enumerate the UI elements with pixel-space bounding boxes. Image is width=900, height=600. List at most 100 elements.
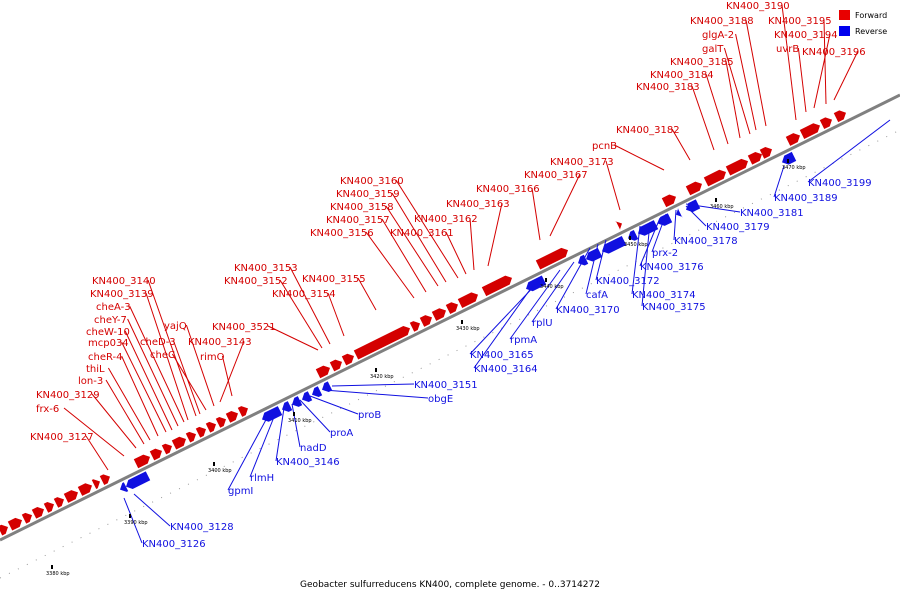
forward-leader bbox=[327, 292, 345, 337]
forward-leader bbox=[129, 305, 185, 423]
caption: Geobacter sulfurreducens KN400, complete… bbox=[300, 580, 600, 590]
forward-gene bbox=[615, 220, 623, 231]
kbp-tick-label: 3460 kbp bbox=[710, 204, 734, 210]
reverse-gene bbox=[578, 254, 589, 266]
forward-leader bbox=[781, 4, 797, 121]
forward-leader bbox=[105, 379, 145, 445]
forward-leader bbox=[219, 340, 245, 403]
forward-gene-label: KN400_3139 bbox=[90, 289, 154, 300]
forward-gene bbox=[161, 443, 173, 455]
forward-gene bbox=[215, 416, 227, 428]
reverse-gene-label: cafA bbox=[586, 290, 608, 301]
forward-gene-label: KN400_3160 bbox=[340, 176, 404, 187]
reverse-gene-label: KN400_3164 bbox=[474, 364, 538, 375]
legend-forward-swatch bbox=[839, 10, 850, 20]
reverse-leader bbox=[685, 203, 741, 213]
forward-leader bbox=[823, 19, 827, 105]
reverse-gene bbox=[586, 247, 603, 262]
reverse-leader bbox=[331, 383, 415, 387]
forward-leader bbox=[723, 47, 751, 135]
reverse-gene-label: KN400_3189 bbox=[774, 193, 838, 204]
genome-axis bbox=[0, 93, 900, 542]
reverse-leader bbox=[309, 395, 359, 415]
forward-gene bbox=[419, 315, 433, 327]
forward-leader bbox=[691, 85, 715, 151]
forward-gene bbox=[205, 421, 217, 433]
reverse-gene-label: KN400_3151 bbox=[414, 380, 478, 391]
forward-gene bbox=[785, 133, 801, 146]
reverse-gene bbox=[602, 235, 627, 254]
gene-features bbox=[0, 110, 847, 536]
reverse-gene bbox=[676, 208, 683, 218]
forward-leader bbox=[549, 173, 581, 237]
forward-leader bbox=[725, 60, 741, 139]
reverse-leader bbox=[323, 389, 429, 399]
forward-gene-label: frx-6 bbox=[36, 404, 59, 415]
forward-gene bbox=[409, 321, 421, 332]
forward-gene bbox=[53, 497, 65, 508]
reverse-gene-label: proB bbox=[358, 410, 381, 421]
forward-gene-label: KN400_3196 bbox=[802, 47, 866, 58]
forward-leader bbox=[63, 407, 125, 457]
forward-leader bbox=[107, 367, 151, 441]
reverse-gene-label: KN400_3146 bbox=[276, 457, 340, 468]
reverse-gene-label: KN400_3199 bbox=[808, 178, 872, 189]
forward-gene-label: KN400_3162 bbox=[414, 214, 478, 225]
forward-leader bbox=[813, 33, 831, 109]
forward-leader bbox=[381, 218, 427, 293]
forward-gene-label: KN400_3157 bbox=[326, 215, 390, 226]
forward-gene bbox=[0, 524, 9, 536]
forward-leader bbox=[279, 279, 323, 349]
forward-gene-label: lon-3 bbox=[78, 376, 103, 387]
scale-line bbox=[0, 129, 900, 579]
forward-gene bbox=[225, 411, 239, 423]
forward-gene-label: KN400_3152 bbox=[224, 276, 288, 287]
forward-gene bbox=[315, 365, 331, 379]
forward-gene-label: KN400_3159 bbox=[336, 189, 400, 200]
forward-leader bbox=[614, 144, 665, 171]
forward-gene bbox=[31, 506, 45, 519]
forward-leader bbox=[185, 324, 215, 407]
forward-gene-label: pcnB bbox=[592, 141, 617, 152]
reverse-gene-label: rpmA bbox=[510, 335, 537, 346]
forward-gene-label: cheR-4 bbox=[88, 352, 123, 363]
reverse-gene bbox=[120, 482, 129, 492]
forward-gene bbox=[725, 158, 749, 176]
forward-leader bbox=[365, 231, 415, 299]
forward-gene bbox=[481, 275, 513, 297]
forward-gene bbox=[195, 426, 207, 438]
reverse-leader bbox=[807, 119, 891, 183]
forward-gene bbox=[171, 436, 187, 450]
reverse-leader bbox=[555, 247, 591, 310]
reverse-gene-label: KN400_3170 bbox=[556, 305, 620, 316]
forward-gene-label: KN400_3184 bbox=[650, 70, 714, 81]
kbp-tick-label: 3430 kbp bbox=[456, 326, 480, 332]
forward-gene-label: KN400_3185 bbox=[670, 57, 734, 68]
reverse-leader bbox=[673, 209, 677, 241]
forward-leader bbox=[147, 279, 197, 417]
forward-gene bbox=[237, 406, 249, 417]
forward-gene bbox=[747, 151, 763, 165]
forward-leader bbox=[221, 355, 233, 397]
forward-gene-label: cheY-7 bbox=[94, 315, 127, 326]
forward-gene-label: KN400_3129 bbox=[36, 390, 100, 401]
reverse-leader bbox=[773, 165, 785, 198]
reverse-gene bbox=[322, 381, 333, 393]
forward-gene-label: KN400_3183 bbox=[636, 82, 700, 93]
forward-gene-label: KN400_3156 bbox=[310, 228, 374, 239]
forward-gene-label: KN400_3158 bbox=[330, 202, 394, 213]
forward-gene-label: KN400_3127 bbox=[30, 432, 94, 443]
forward-gene-label: KN400_3173 bbox=[550, 157, 614, 168]
reverse-leader bbox=[227, 415, 269, 491]
reverse-leader bbox=[531, 261, 575, 323]
kbp-ticks: 3380 kbp 3390 kbp 3400 kbp 3410 kbp 3420 kbp… bbox=[46, 159, 806, 577]
forward-gene bbox=[457, 292, 479, 309]
forward-gene-label: cheA-3 bbox=[96, 302, 131, 313]
reverse-leader bbox=[509, 269, 561, 340]
forward-gene-label: KN400_3195 bbox=[768, 16, 832, 27]
reverse-gene-label: KN400_3175 bbox=[642, 302, 706, 313]
reverse-gene-label: KN400_3128 bbox=[170, 522, 234, 533]
forward-leader bbox=[171, 353, 207, 411]
legend: Forward Reverse bbox=[839, 10, 887, 36]
forward-leader bbox=[797, 47, 807, 113]
